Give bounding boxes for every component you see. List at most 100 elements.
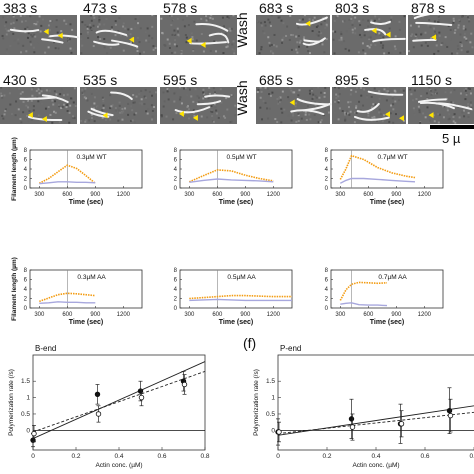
image-noise	[352, 19, 355, 22]
image-noise	[190, 95, 193, 98]
image-noise	[86, 31, 89, 34]
image-noise	[464, 89, 467, 92]
image-noise	[63, 19, 66, 22]
image-noise	[351, 28, 354, 31]
x-tick-label: 0.6	[157, 453, 166, 460]
x-tick-label: 600	[62, 312, 73, 318]
image-noise	[311, 19, 314, 22]
image-noise	[151, 109, 154, 112]
image-noise	[60, 30, 63, 33]
image-noise	[394, 90, 397, 93]
image-noise	[143, 103, 146, 106]
image-noise	[337, 87, 340, 90]
image-noise	[21, 91, 24, 94]
image-noise	[80, 32, 83, 35]
image-noise	[42, 18, 45, 21]
image-noise	[268, 107, 271, 110]
image-noise	[346, 112, 349, 115]
image-noise	[131, 119, 134, 122]
image-noise	[212, 120, 215, 123]
image-noise	[187, 108, 190, 111]
image-noise	[202, 92, 205, 95]
yellow-arrowhead	[43, 28, 49, 35]
x-tick-label: 0.4	[371, 453, 380, 460]
y-tick-label: 4	[325, 287, 329, 293]
image-noise	[444, 87, 447, 90]
image-noise	[263, 21, 266, 24]
image-noise	[260, 21, 263, 24]
image-noise	[22, 111, 25, 114]
image-noise	[367, 25, 370, 28]
image-noise	[280, 121, 283, 124]
image-noise	[143, 95, 146, 98]
image-noise	[122, 25, 125, 28]
image-noise	[276, 97, 279, 100]
y-tick-label: 1	[26, 395, 30, 402]
image-noise	[437, 14, 440, 17]
image-noise	[59, 93, 62, 96]
image-noise	[437, 21, 440, 24]
time-label-background	[160, 0, 237, 15]
time-label: 473 s	[83, 0, 117, 16]
image-noise	[335, 96, 338, 99]
image-noise	[52, 103, 55, 106]
image-noise	[452, 120, 455, 123]
image-noise	[320, 119, 323, 122]
image-noise	[308, 113, 311, 116]
image-noise	[122, 49, 125, 52]
image-noise	[136, 36, 139, 39]
image-noise	[412, 46, 415, 49]
image-noise	[442, 116, 445, 119]
image-noise	[232, 40, 235, 43]
image-noise	[1, 114, 4, 117]
image-noise	[437, 121, 440, 124]
y-tick-label: 4	[24, 287, 28, 293]
image-noise	[131, 109, 134, 112]
image-noise	[153, 106, 156, 109]
image-noise	[344, 86, 347, 89]
image-noise	[44, 107, 47, 110]
image-noise	[263, 32, 266, 35]
image-noise	[375, 119, 378, 122]
image-noise	[170, 51, 173, 54]
image-noise	[388, 120, 391, 123]
image-noise	[378, 90, 381, 93]
image-noise	[340, 31, 343, 34]
image-noise	[295, 102, 298, 105]
image-noise	[85, 97, 88, 100]
image-noise	[458, 18, 461, 21]
x-tick-label: 600	[212, 312, 223, 318]
image-noise	[222, 25, 225, 28]
image-noise	[33, 51, 36, 54]
image-noise	[417, 105, 420, 108]
time-label: 685 s	[259, 72, 293, 88]
image-noise	[124, 107, 127, 110]
image-noise	[202, 97, 205, 100]
image-noise	[81, 92, 84, 95]
image-noise	[307, 50, 310, 53]
plot-frame	[277, 354, 474, 451]
panel-label-f: (f)	[243, 335, 256, 351]
image-noise	[207, 97, 210, 100]
orange-length-trace	[39, 292, 96, 303]
orange-length-trace	[38, 164, 96, 185]
image-noise	[287, 96, 290, 99]
image-noise	[297, 94, 300, 97]
image-noise	[437, 15, 440, 18]
image-noise	[323, 51, 326, 54]
image-noise	[10, 22, 13, 25]
y-tick-label: 2	[24, 297, 28, 303]
image-noise	[219, 88, 222, 91]
image-noise	[302, 38, 305, 41]
image-noise	[354, 27, 357, 30]
image-noise	[267, 37, 270, 40]
image-noise	[162, 105, 165, 108]
image-noise	[344, 118, 347, 121]
image-noise	[88, 23, 91, 26]
image-noise	[80, 38, 83, 41]
image-noise	[145, 96, 148, 99]
y-tick-label: 0	[271, 427, 275, 434]
image-noise	[234, 104, 237, 107]
image-noise	[151, 25, 154, 28]
image-noise	[325, 23, 328, 26]
